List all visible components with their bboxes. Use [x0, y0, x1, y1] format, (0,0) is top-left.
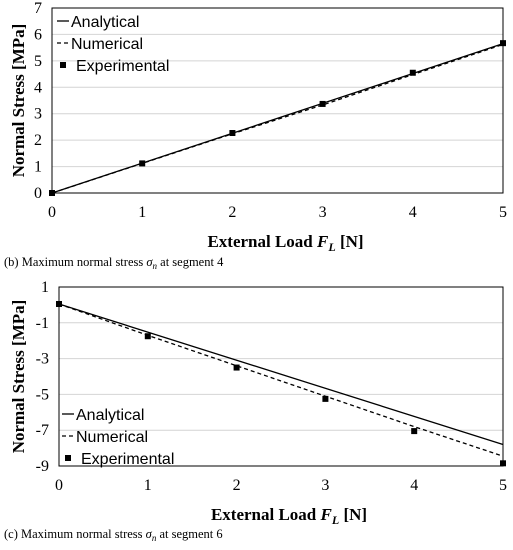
y-tick-label: 1: [34, 159, 42, 176]
experimental-marker: [409, 69, 416, 76]
legend-label: Numerical: [71, 36, 143, 53]
x-tick-label: 5: [499, 477, 507, 494]
x-axis-label-variable: F: [316, 232, 329, 251]
experimental-marker: [322, 395, 329, 402]
x-axis-label-unit: [N]: [336, 232, 364, 251]
x-axis-label-main: External Load: [207, 232, 317, 251]
x-axis-label-subscript: L: [327, 240, 335, 254]
plot-frame: [58, 286, 504, 467]
experimental-marker: [411, 428, 418, 435]
experimental-marker: [229, 130, 236, 137]
figure-caption: (c) Maximum normal stress σn at segment …: [4, 527, 223, 543]
y-tick-label: 5: [34, 53, 42, 70]
caption-prefix: (c) Maximum normal stress: [4, 527, 146, 541]
legend-key-marker: [65, 455, 71, 461]
experimental-marker: [233, 364, 240, 371]
legend: Analytical Numerical Experimental: [57, 14, 169, 75]
y-tick-label: -3: [36, 351, 49, 368]
legend-key-marker: [60, 62, 66, 68]
y-tick-label: 3: [34, 106, 42, 123]
x-axis-label: External Load FL [N]: [211, 505, 367, 527]
x-axis-label-unit: [N]: [339, 505, 367, 524]
analytical-line: [58, 303, 504, 446]
chart-segment-6: 1 -1 -3 -5 -7 -9 0 1 2 3 4 5 Analytical Numerical Expe…: [4, 279, 507, 543]
y-tick-label: 2: [34, 132, 42, 149]
y-tick-label: 7: [34, 0, 42, 17]
x-axis-label-main: External Load: [211, 505, 321, 524]
figure-caption: (b) Maximum normal stress σn at segment …: [4, 255, 224, 271]
experimental-marker: [500, 460, 506, 467]
x-axis-label-subscript: L: [331, 513, 339, 527]
caption-prefix: (b) Maximum normal stress: [4, 255, 146, 269]
legend-label: Analytical: [71, 14, 139, 31]
caption-subscript: n: [153, 261, 158, 271]
x-tick-label: 3: [321, 477, 329, 494]
numerical-line: [51, 43, 504, 194]
experimental-marker: [139, 160, 146, 167]
experimental-marker: [56, 301, 62, 308]
x-axis-label-variable: F: [320, 505, 333, 524]
legend-label: Analytical: [76, 407, 144, 424]
y-axis-label: Normal Stress [MPa]: [9, 24, 28, 178]
experimental-marker: [500, 40, 506, 47]
caption-symbol: σ: [146, 527, 153, 541]
experimental-marker: [49, 190, 55, 196]
x-tick-label: 0: [48, 204, 56, 221]
experimental-marker: [144, 333, 151, 340]
x-tick-label: 4: [410, 477, 418, 494]
caption-suffix: at segment 4: [157, 255, 224, 269]
y-tick-label: 6: [34, 26, 42, 43]
experimental-marker: [319, 100, 326, 107]
caption-suffix: at segment 6: [156, 527, 222, 541]
numerical-line: [58, 303, 504, 457]
x-tick-label: 1: [138, 204, 146, 221]
x-axis-label: External Load FL [N]: [207, 232, 363, 254]
x-tick-label: 4: [409, 204, 417, 221]
x-tick-label: 2: [233, 477, 241, 494]
x-tick-label: 5: [499, 204, 507, 221]
y-tick-label: -1: [36, 315, 49, 332]
legend-label: Experimental: [76, 58, 169, 75]
caption-subscript: n: [152, 533, 157, 543]
x-tick-label: 2: [228, 204, 236, 221]
caption-symbol: σ: [146, 255, 153, 269]
chart-segment-4: 0 1 2 3 4 5 6 7 0 1 2 3 4 5 Analytical Numerical Experim…: [4, 0, 507, 271]
y-tick-label: -7: [36, 422, 49, 439]
y-tick-label: -5: [36, 386, 49, 403]
x-tick-label: 3: [319, 204, 327, 221]
y-tick-label: 0: [34, 185, 42, 202]
legend-label: Numerical: [76, 429, 148, 446]
y-tick-label: 4: [34, 79, 42, 96]
x-tick-label: 1: [144, 477, 152, 494]
y-tick-label: 1: [41, 279, 49, 296]
legend-label: Experimental: [81, 451, 174, 468]
plot-frame: [51, 7, 504, 194]
y-axis-label: Normal Stress [MPa]: [9, 300, 28, 454]
y-tick-label: -9: [36, 458, 49, 475]
x-tick-label: 0: [55, 477, 63, 494]
legend: Analytical Numerical Experimental: [62, 407, 174, 468]
